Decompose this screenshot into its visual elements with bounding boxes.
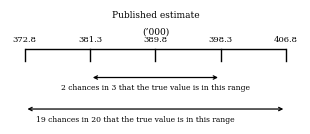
Text: Published estimate: Published estimate xyxy=(112,11,199,20)
Text: 381.3: 381.3 xyxy=(78,36,102,44)
Text: 372.8: 372.8 xyxy=(13,36,37,44)
Text: 398.3: 398.3 xyxy=(209,36,233,44)
Text: 19 chances in 20 that the true value is in this range: 19 chances in 20 that the true value is … xyxy=(36,116,235,124)
Text: 389.8: 389.8 xyxy=(143,36,167,44)
Text: (’000): (’000) xyxy=(142,27,169,36)
Text: 2 chances in 3 that the true value is in this range: 2 chances in 3 that the true value is in… xyxy=(61,84,250,92)
Text: 406.8: 406.8 xyxy=(274,36,298,44)
